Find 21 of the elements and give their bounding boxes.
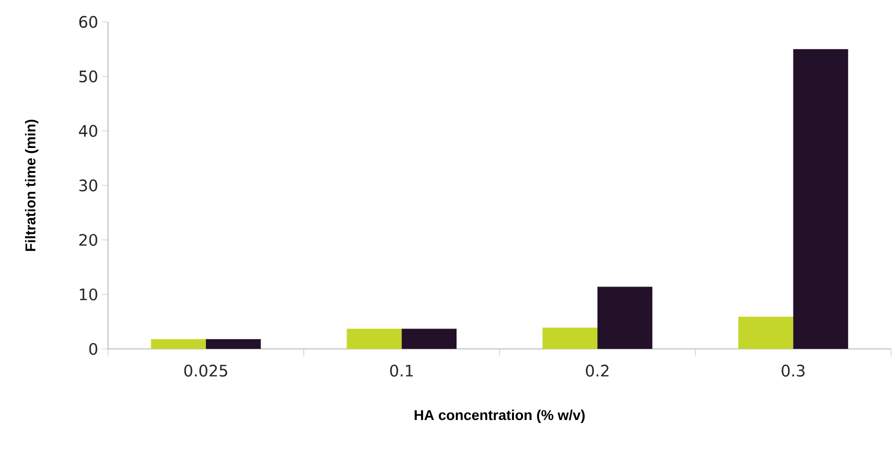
y-tick-label: 50 <box>79 70 98 82</box>
bar <box>738 316 794 349</box>
y-tick-label: 60 <box>79 16 98 28</box>
y-tick-label: 30 <box>79 179 98 192</box>
bar <box>793 49 848 349</box>
bar <box>597 286 652 349</box>
x-tick-label: 0.3 <box>782 364 805 377</box>
x-tick-label: 0.2 <box>586 364 608 377</box>
y-tick-label: 40 <box>78 124 98 137</box>
y-tick-label: 0 <box>89 342 98 355</box>
x-axis-title: HA concentration (% w/v) <box>414 410 585 423</box>
bar <box>150 339 206 349</box>
y-tick-label: 10 <box>80 288 98 300</box>
x-tick-label: 0.1 <box>390 364 413 377</box>
bar <box>402 328 457 349</box>
bar <box>206 339 261 349</box>
bar <box>346 328 402 349</box>
x-tick-label: 0.025 <box>184 364 228 377</box>
y-axis-title: Filtration time (min) <box>25 120 38 251</box>
y-tick-label: 20 <box>79 234 98 246</box>
bar <box>542 328 598 349</box>
